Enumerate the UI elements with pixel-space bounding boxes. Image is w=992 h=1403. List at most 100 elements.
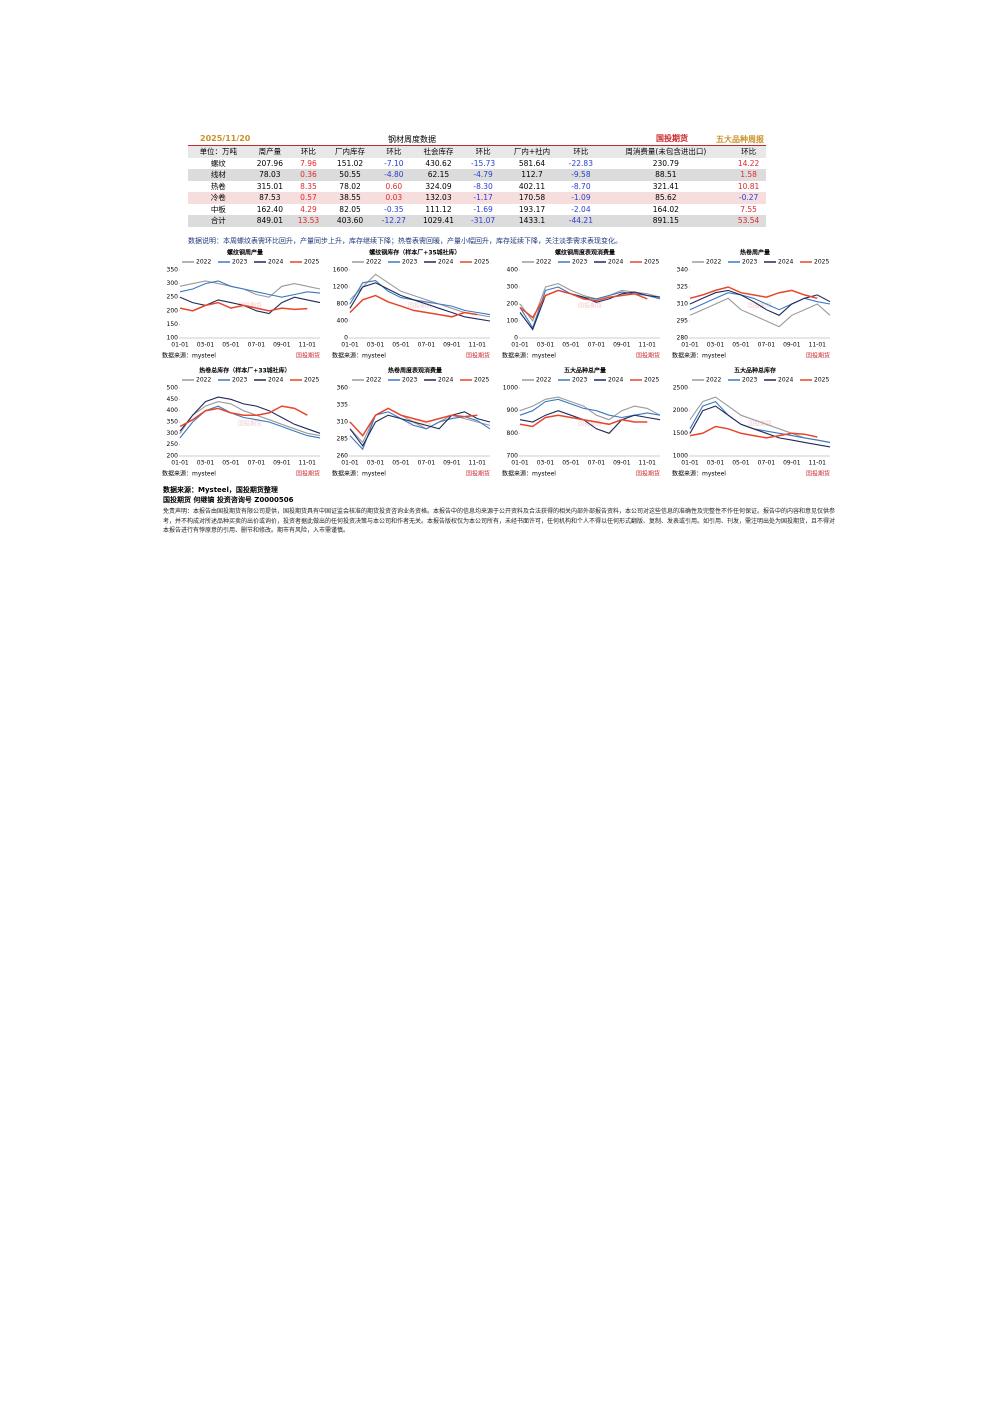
y-tick-label: 300 <box>167 430 179 437</box>
date: 2025/11/20 <box>200 134 251 143</box>
cell: 热卷 <box>210 181 226 191</box>
legend-label: 2022 <box>196 377 211 384</box>
cell: 207.96 <box>256 158 283 168</box>
x-tick-label: 07-01 <box>758 460 776 467</box>
cell: 0.57 <box>291 192 326 204</box>
legend-label: 2023 <box>742 377 757 384</box>
series-line <box>349 273 491 318</box>
chart-logo: 国投期货 <box>806 470 830 478</box>
chart: 热卷总库存（样本厂+33城社库） 2022 2023 2024 2025 200 250 30… <box>162 367 321 478</box>
x-tick-label: 03-01 <box>537 460 555 467</box>
series-line <box>349 407 478 437</box>
chart-source: 数据来源：mysteel <box>502 470 556 478</box>
chart-logo: 国投期货 <box>466 352 490 360</box>
legend-label: 2022 <box>536 377 551 384</box>
cell: 50.55 <box>325 169 375 181</box>
table-row: 线材 78.03 0.36 50.55 -4.80 62.15 -4.79 112.7 -9.5… <box>188 169 766 181</box>
x-tick-label: 07-01 <box>248 342 266 349</box>
x-tick-label: 09-01 <box>783 460 801 467</box>
x-tick-label: 09-01 <box>273 342 291 349</box>
cell: 403.60 <box>325 215 375 227</box>
x-tick-label: 05-01 <box>562 460 580 467</box>
cell: -44.21 <box>561 215 601 227</box>
legend-label: 2023 <box>402 259 417 266</box>
cell: 321.41 <box>652 181 679 191</box>
cell: 4.29 <box>300 204 317 214</box>
cell: 62.15 <box>413 169 464 181</box>
cell: 0.03 <box>374 192 414 204</box>
x-tick-label: 11-01 <box>299 460 317 467</box>
y-tick-label: 100 <box>507 318 519 325</box>
y-tick-label: 800 <box>507 430 519 437</box>
watermark: 国投期货 <box>408 302 432 310</box>
cell: -1.09 <box>561 192 601 204</box>
x-tick-label: 03-01 <box>367 460 385 467</box>
y-tick-label: 310 <box>677 301 689 308</box>
column-header: 周产量 <box>248 145 292 158</box>
y-tick-label: 1500 <box>673 430 688 437</box>
legend-label: 2025 <box>474 259 489 266</box>
legend-label: 2024 <box>608 377 623 384</box>
series-line <box>179 280 321 298</box>
legend-label: 2022 <box>366 377 381 384</box>
cell: 193.17 <box>518 204 546 214</box>
cell: 螺纹 <box>210 158 226 168</box>
watermark: 国投期货 <box>748 420 772 428</box>
series-line <box>689 289 831 316</box>
x-tick-label: 09-01 <box>613 460 631 467</box>
cell: 1.58 <box>731 169 766 181</box>
x-tick-label: 05-01 <box>732 460 750 467</box>
cell: 78.03 <box>248 169 292 181</box>
x-tick-label: 11-01 <box>469 342 487 349</box>
chart-logo: 国投期货 <box>466 470 490 478</box>
y-tick-label: 200 <box>507 301 519 308</box>
y-tick-label: 150 <box>167 321 179 328</box>
table-row: 合计 849.01 13.53 403.60 -12.27 1029.41 -31.07 14… <box>188 215 766 227</box>
legend-label: 2022 <box>706 259 721 266</box>
y-tick-label: 360 <box>337 385 349 392</box>
x-tick-label: 09-01 <box>783 342 801 349</box>
cell: 112.7 <box>502 169 562 181</box>
legend-label: 2025 <box>644 259 659 266</box>
x-tick-label: 03-01 <box>707 460 725 467</box>
series-line <box>179 396 321 434</box>
x-tick-label: 11-01 <box>809 342 827 349</box>
watermark: 国投期货 <box>238 420 262 428</box>
y-tick-label: 250 <box>167 441 179 448</box>
legend-label: 2025 <box>644 377 659 384</box>
cell: 53.54 <box>731 215 766 227</box>
x-tick-label: 11-01 <box>639 460 657 467</box>
cell: 8.35 <box>300 181 317 191</box>
cell: 7.96 <box>300 158 317 168</box>
y-tick-label: 1600 <box>333 267 348 274</box>
cell: 14.22 <box>737 158 760 168</box>
cell: 891.15 <box>600 215 732 227</box>
cell: -2.04 <box>571 204 591 214</box>
legend-label: 2022 <box>706 377 721 384</box>
y-tick-label: 325 <box>677 284 689 291</box>
chart-title: 五大品种总产量 <box>564 367 606 375</box>
y-tick-label: 310 <box>337 419 349 426</box>
column-header: 周消费量(未包含进出口) <box>600 145 732 158</box>
y-tick-label: 800 <box>337 301 349 308</box>
chart-title: 热卷总库存（样本厂+33城社库） <box>199 367 290 375</box>
y-tick-label: 350 <box>167 267 179 274</box>
series-line <box>519 414 648 428</box>
y-tick-label: 0 <box>514 335 518 342</box>
legend-label: 2025 <box>814 377 829 384</box>
y-tick-label: 900 <box>507 407 519 414</box>
cell: 230.79 <box>652 158 679 168</box>
legend-label: 2023 <box>232 377 247 384</box>
cell: 85.62 <box>600 192 732 204</box>
x-tick-label: 03-01 <box>537 342 555 349</box>
legend-label: 2023 <box>572 259 587 266</box>
chart-title: 热卷周产量 <box>740 249 770 257</box>
x-tick-label: 11-01 <box>469 460 487 467</box>
cell: 111.12 <box>425 204 452 214</box>
y-tick-label: 1200 <box>333 284 348 291</box>
y-tick-label: 400 <box>167 407 179 414</box>
y-tick-label: 0 <box>344 335 348 342</box>
cell: 线材 <box>188 169 249 181</box>
y-tick-label: 340 <box>677 267 689 274</box>
x-tick-label: 07-01 <box>418 460 436 467</box>
